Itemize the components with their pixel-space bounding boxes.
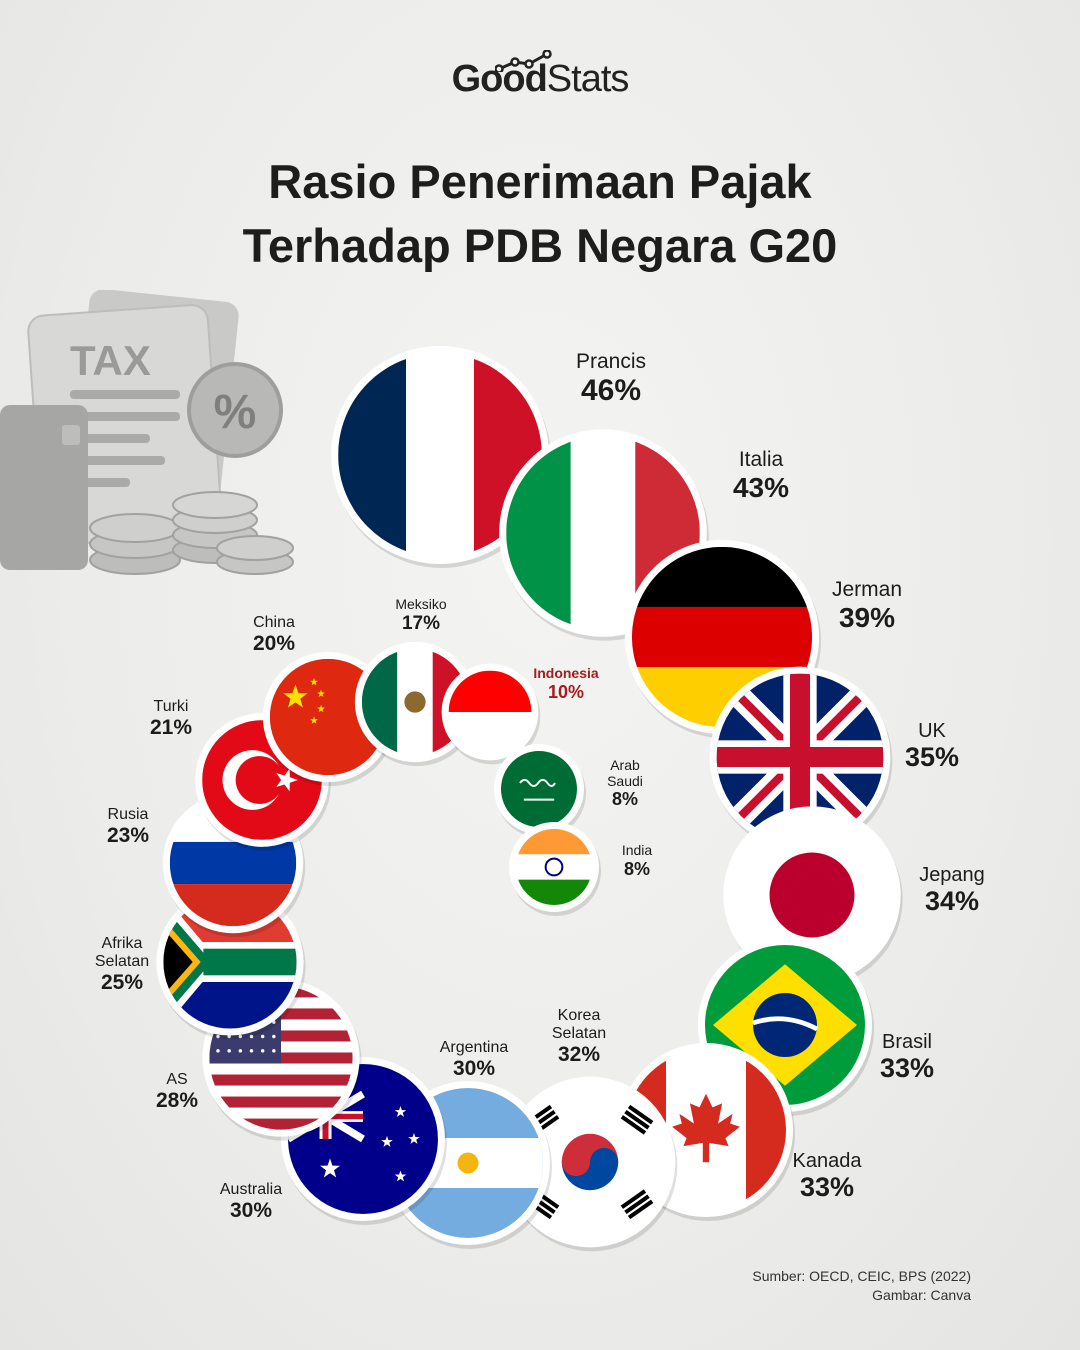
logo-stats: Stats — [546, 58, 630, 100]
as-value: 28% — [155, 1088, 199, 1112]
jepang-label: Jepang 34% — [919, 864, 985, 917]
rusia-name: Rusia — [107, 806, 149, 823]
meksiko-label: Meksiko 17% — [395, 596, 447, 635]
arab-saudi-name: Arab Saudi — [607, 757, 643, 789]
prancis-value: 46% — [580, 373, 642, 407]
title-line-1: Rasio Penerimaan Pajak — [268, 155, 812, 208]
afrika-selatan-label: Afrika Selatan 25% — [95, 935, 149, 995]
turki-label: Turki 21% — [150, 698, 192, 740]
as-label: AS 28% — [156, 1071, 198, 1113]
arab-saudi-value: 8% — [611, 789, 638, 810]
korea-selatan-label: Korea Selatan 32% — [552, 1007, 606, 1067]
saudi-arabia-flag — [501, 751, 577, 827]
prancis-label: Prancis 46% — [576, 350, 646, 408]
afrika-selatan-value: 25% — [100, 970, 144, 994]
indonesia-value: 10% — [547, 681, 585, 702]
brasil-name: Brasil — [881, 1031, 933, 1053]
korea-selatan-value: 32% — [557, 1042, 601, 1066]
jepang-name: Jepang — [919, 864, 985, 886]
uk-value: 35% — [904, 742, 960, 773]
turki-value: 21% — [149, 715, 193, 739]
indonesia-name: Indonesia — [533, 665, 599, 681]
australia-name: Australia — [219, 1181, 283, 1198]
india-label: India 8% — [621, 842, 653, 880]
italia-value: 43% — [732, 471, 790, 503]
china-value: 20% — [252, 631, 296, 655]
jerman-name: Jerman — [831, 578, 903, 601]
china-label: China 20% — [253, 614, 295, 656]
kanada-label: Kanada 33% — [793, 1150, 862, 1203]
image-credit: Gambar: Canva — [872, 1287, 971, 1303]
china-name: China — [253, 614, 295, 631]
prancis-name: Prancis — [575, 350, 647, 373]
source-note: Sumber: OECD, CEIC, BPS (2022) Gambar: C… — [752, 1267, 971, 1305]
title-line-2: Terhadap PDB Negara G20 — [242, 219, 838, 272]
jerman-value: 39% — [838, 601, 896, 633]
tax-text: TAX — [70, 337, 151, 384]
indonesia-label: Indonesia 10% — [533, 665, 599, 703]
australia-value: 30% — [229, 1198, 273, 1222]
jepang-value: 34% — [924, 886, 980, 917]
rusia-label: Rusia 23% — [107, 806, 149, 848]
goodstats-logo: GoodStats — [0, 50, 1080, 101]
india-flag — [516, 829, 592, 905]
india-value: 8% — [623, 858, 651, 879]
indonesia-flag — [448, 670, 532, 754]
argentina-label: Argentina 30% — [440, 1039, 509, 1081]
jerman-label: Jerman 39% — [832, 578, 902, 634]
uk-label: UK 35% — [905, 720, 959, 773]
italia-name: Italia — [738, 448, 784, 471]
korea-selatan-name: Korea Selatan — [551, 1007, 607, 1042]
italia-label: Italia 43% — [733, 448, 789, 504]
brasil-value: 33% — [879, 1053, 935, 1084]
meksiko-name: Meksiko — [395, 596, 447, 612]
india-name: India — [621, 842, 653, 858]
source-text: Sumber: OECD, CEIC, BPS (2022) — [752, 1268, 971, 1284]
turki-name: Turki — [153, 698, 189, 715]
page-title: Rasio Penerimaan Pajak Terhadap PDB Nega… — [0, 150, 1080, 278]
australia-label: Australia 30% — [220, 1181, 282, 1223]
argentina-value: 30% — [452, 1056, 496, 1080]
trend-line-icon — [495, 50, 552, 72]
as-name: AS — [166, 1071, 188, 1088]
kanada-name: Kanada — [792, 1150, 862, 1172]
credit-card — [0, 405, 88, 570]
rusia-value: 23% — [106, 823, 150, 847]
arab-saudi-label: Arab Saudi 8% — [607, 757, 643, 810]
meksiko-value: 17% — [401, 612, 441, 634]
percent-icon: % — [214, 386, 257, 439]
argentina-name: Argentina — [439, 1039, 509, 1056]
brasil-label: Brasil 33% — [880, 1031, 934, 1084]
tax-illustration: TAX % — [0, 290, 294, 575]
uk-name: UK — [918, 720, 946, 742]
afrika-selatan-name: Afrika Selatan — [94, 935, 150, 970]
kanada-value: 33% — [799, 1172, 855, 1203]
